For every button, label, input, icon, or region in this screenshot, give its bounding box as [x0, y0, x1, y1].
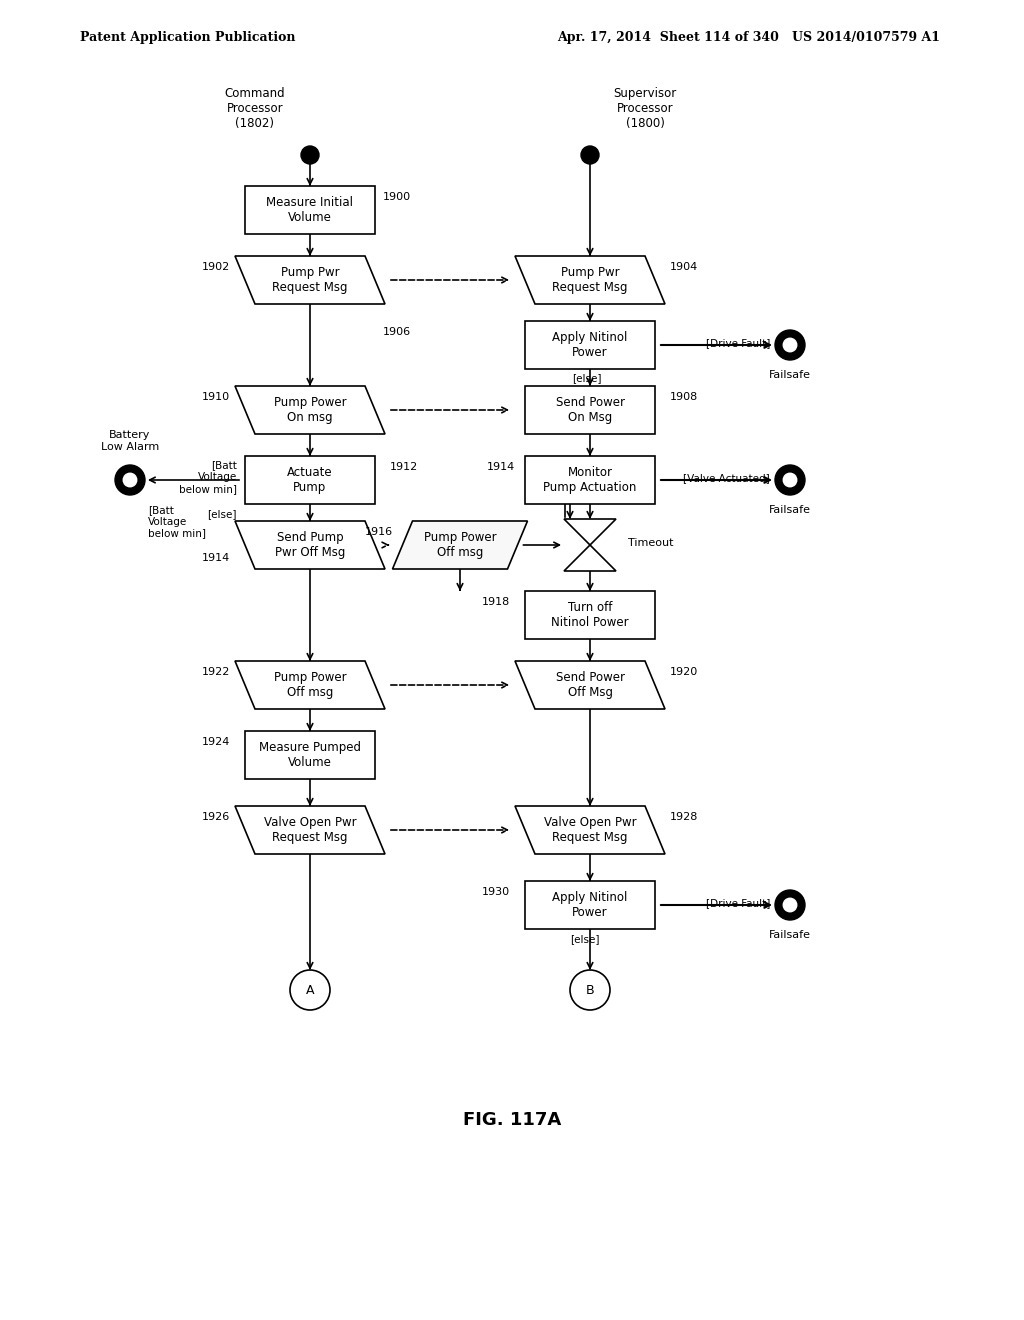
Text: Pump Power
Off msg: Pump Power Off msg	[424, 531, 497, 558]
Polygon shape	[234, 521, 385, 569]
Text: Apr. 17, 2014  Sheet 114 of 340   US 2014/0107579 A1: Apr. 17, 2014 Sheet 114 of 340 US 2014/0…	[557, 30, 940, 44]
Text: Send Power
Off Msg: Send Power Off Msg	[555, 671, 625, 700]
Bar	[525, 880, 655, 929]
Polygon shape	[234, 256, 385, 304]
Text: [else]: [else]	[572, 374, 602, 383]
Text: B: B	[586, 983, 594, 997]
Text: Apply Nitinol
Power: Apply Nitinol Power	[552, 891, 628, 919]
Text: 1912: 1912	[390, 462, 418, 473]
Text: Patent Application Publication: Patent Application Publication	[80, 30, 296, 44]
Text: [else]: [else]	[208, 510, 237, 519]
Text: [Valve Actuated]: [Valve Actuated]	[683, 473, 770, 483]
Text: Monitor
Pump Actuation: Monitor Pump Actuation	[544, 466, 637, 494]
Circle shape	[123, 474, 137, 487]
Text: Valve Open Pwr
Request Msg: Valve Open Pwr Request Msg	[544, 816, 636, 843]
Circle shape	[301, 147, 319, 164]
Polygon shape	[564, 519, 616, 572]
Text: 1926: 1926	[202, 812, 230, 822]
Text: Apply Nitinol
Power: Apply Nitinol Power	[552, 331, 628, 359]
Polygon shape	[234, 385, 385, 434]
Text: FIG. 117A: FIG. 117A	[463, 1111, 561, 1129]
Text: [Batt
Voltage
below min]: [Batt Voltage below min]	[148, 506, 206, 539]
Text: 1920: 1920	[670, 667, 698, 677]
Polygon shape	[234, 807, 385, 854]
Text: [else]: [else]	[570, 935, 600, 944]
Circle shape	[581, 147, 599, 164]
Text: Battery
Low Alarm: Battery Low Alarm	[101, 430, 159, 451]
Bar	[245, 455, 375, 504]
Bar	[525, 321, 655, 370]
Text: Turn off
Nitinol Power: Turn off Nitinol Power	[551, 601, 629, 630]
Text: Pump Power
Off msg: Pump Power Off msg	[273, 671, 346, 700]
Text: Valve Open Pwr
Request Msg: Valve Open Pwr Request Msg	[264, 816, 356, 843]
Polygon shape	[515, 661, 665, 709]
Text: Pump Pwr
Request Msg: Pump Pwr Request Msg	[552, 267, 628, 294]
Text: 1924: 1924	[202, 737, 230, 747]
Circle shape	[775, 890, 805, 920]
Text: Timeout: Timeout	[628, 539, 674, 548]
Text: Actuate
Pump: Actuate Pump	[287, 466, 333, 494]
Text: 1914: 1914	[486, 462, 515, 473]
Circle shape	[775, 465, 805, 495]
Text: A: A	[306, 983, 314, 997]
Circle shape	[115, 465, 145, 495]
Polygon shape	[515, 807, 665, 854]
Circle shape	[783, 474, 797, 487]
Circle shape	[783, 898, 797, 912]
Circle shape	[570, 970, 610, 1010]
Text: 1908: 1908	[670, 392, 698, 403]
Bar	[245, 186, 375, 234]
Text: Measure Pumped
Volume: Measure Pumped Volume	[259, 741, 361, 770]
Text: Failsafe: Failsafe	[769, 506, 811, 515]
Text: Pump Power
On msg: Pump Power On msg	[273, 396, 346, 424]
Text: 1900: 1900	[383, 191, 411, 202]
Text: Failsafe: Failsafe	[769, 370, 811, 380]
Text: 1918: 1918	[481, 597, 510, 607]
Text: 1914: 1914	[202, 553, 230, 564]
Bar	[525, 455, 655, 504]
Text: [Drive Fault]: [Drive Fault]	[706, 338, 770, 348]
Text: [Drive Fault]: [Drive Fault]	[706, 898, 770, 908]
Text: 1916: 1916	[365, 527, 392, 537]
Text: 1910: 1910	[202, 392, 230, 403]
Text: 1930: 1930	[482, 887, 510, 898]
Polygon shape	[515, 256, 665, 304]
Text: 1906: 1906	[383, 327, 411, 337]
Polygon shape	[234, 661, 385, 709]
Text: Failsafe: Failsafe	[769, 931, 811, 940]
Text: 1922: 1922	[202, 667, 230, 677]
Text: Pump Pwr
Request Msg: Pump Pwr Request Msg	[272, 267, 348, 294]
Text: [Batt
Voltage
below min]: [Batt Voltage below min]	[179, 461, 237, 494]
Text: 1904: 1904	[670, 261, 698, 272]
Text: 1928: 1928	[670, 812, 698, 822]
Text: Send Power
On Msg: Send Power On Msg	[555, 396, 625, 424]
Text: Command
Processor
(1802): Command Processor (1802)	[224, 87, 286, 129]
Circle shape	[775, 330, 805, 360]
Bar	[245, 731, 375, 779]
Bar	[525, 591, 655, 639]
Text: Supervisor
Processor
(1800): Supervisor Processor (1800)	[613, 87, 677, 129]
Polygon shape	[392, 521, 527, 569]
Text: 1902: 1902	[202, 261, 230, 272]
Circle shape	[290, 970, 330, 1010]
Text: Measure Initial
Volume: Measure Initial Volume	[266, 195, 353, 224]
Text: Send Pump
Pwr Off Msg: Send Pump Pwr Off Msg	[274, 531, 345, 558]
Circle shape	[783, 338, 797, 351]
Bar	[525, 385, 655, 434]
